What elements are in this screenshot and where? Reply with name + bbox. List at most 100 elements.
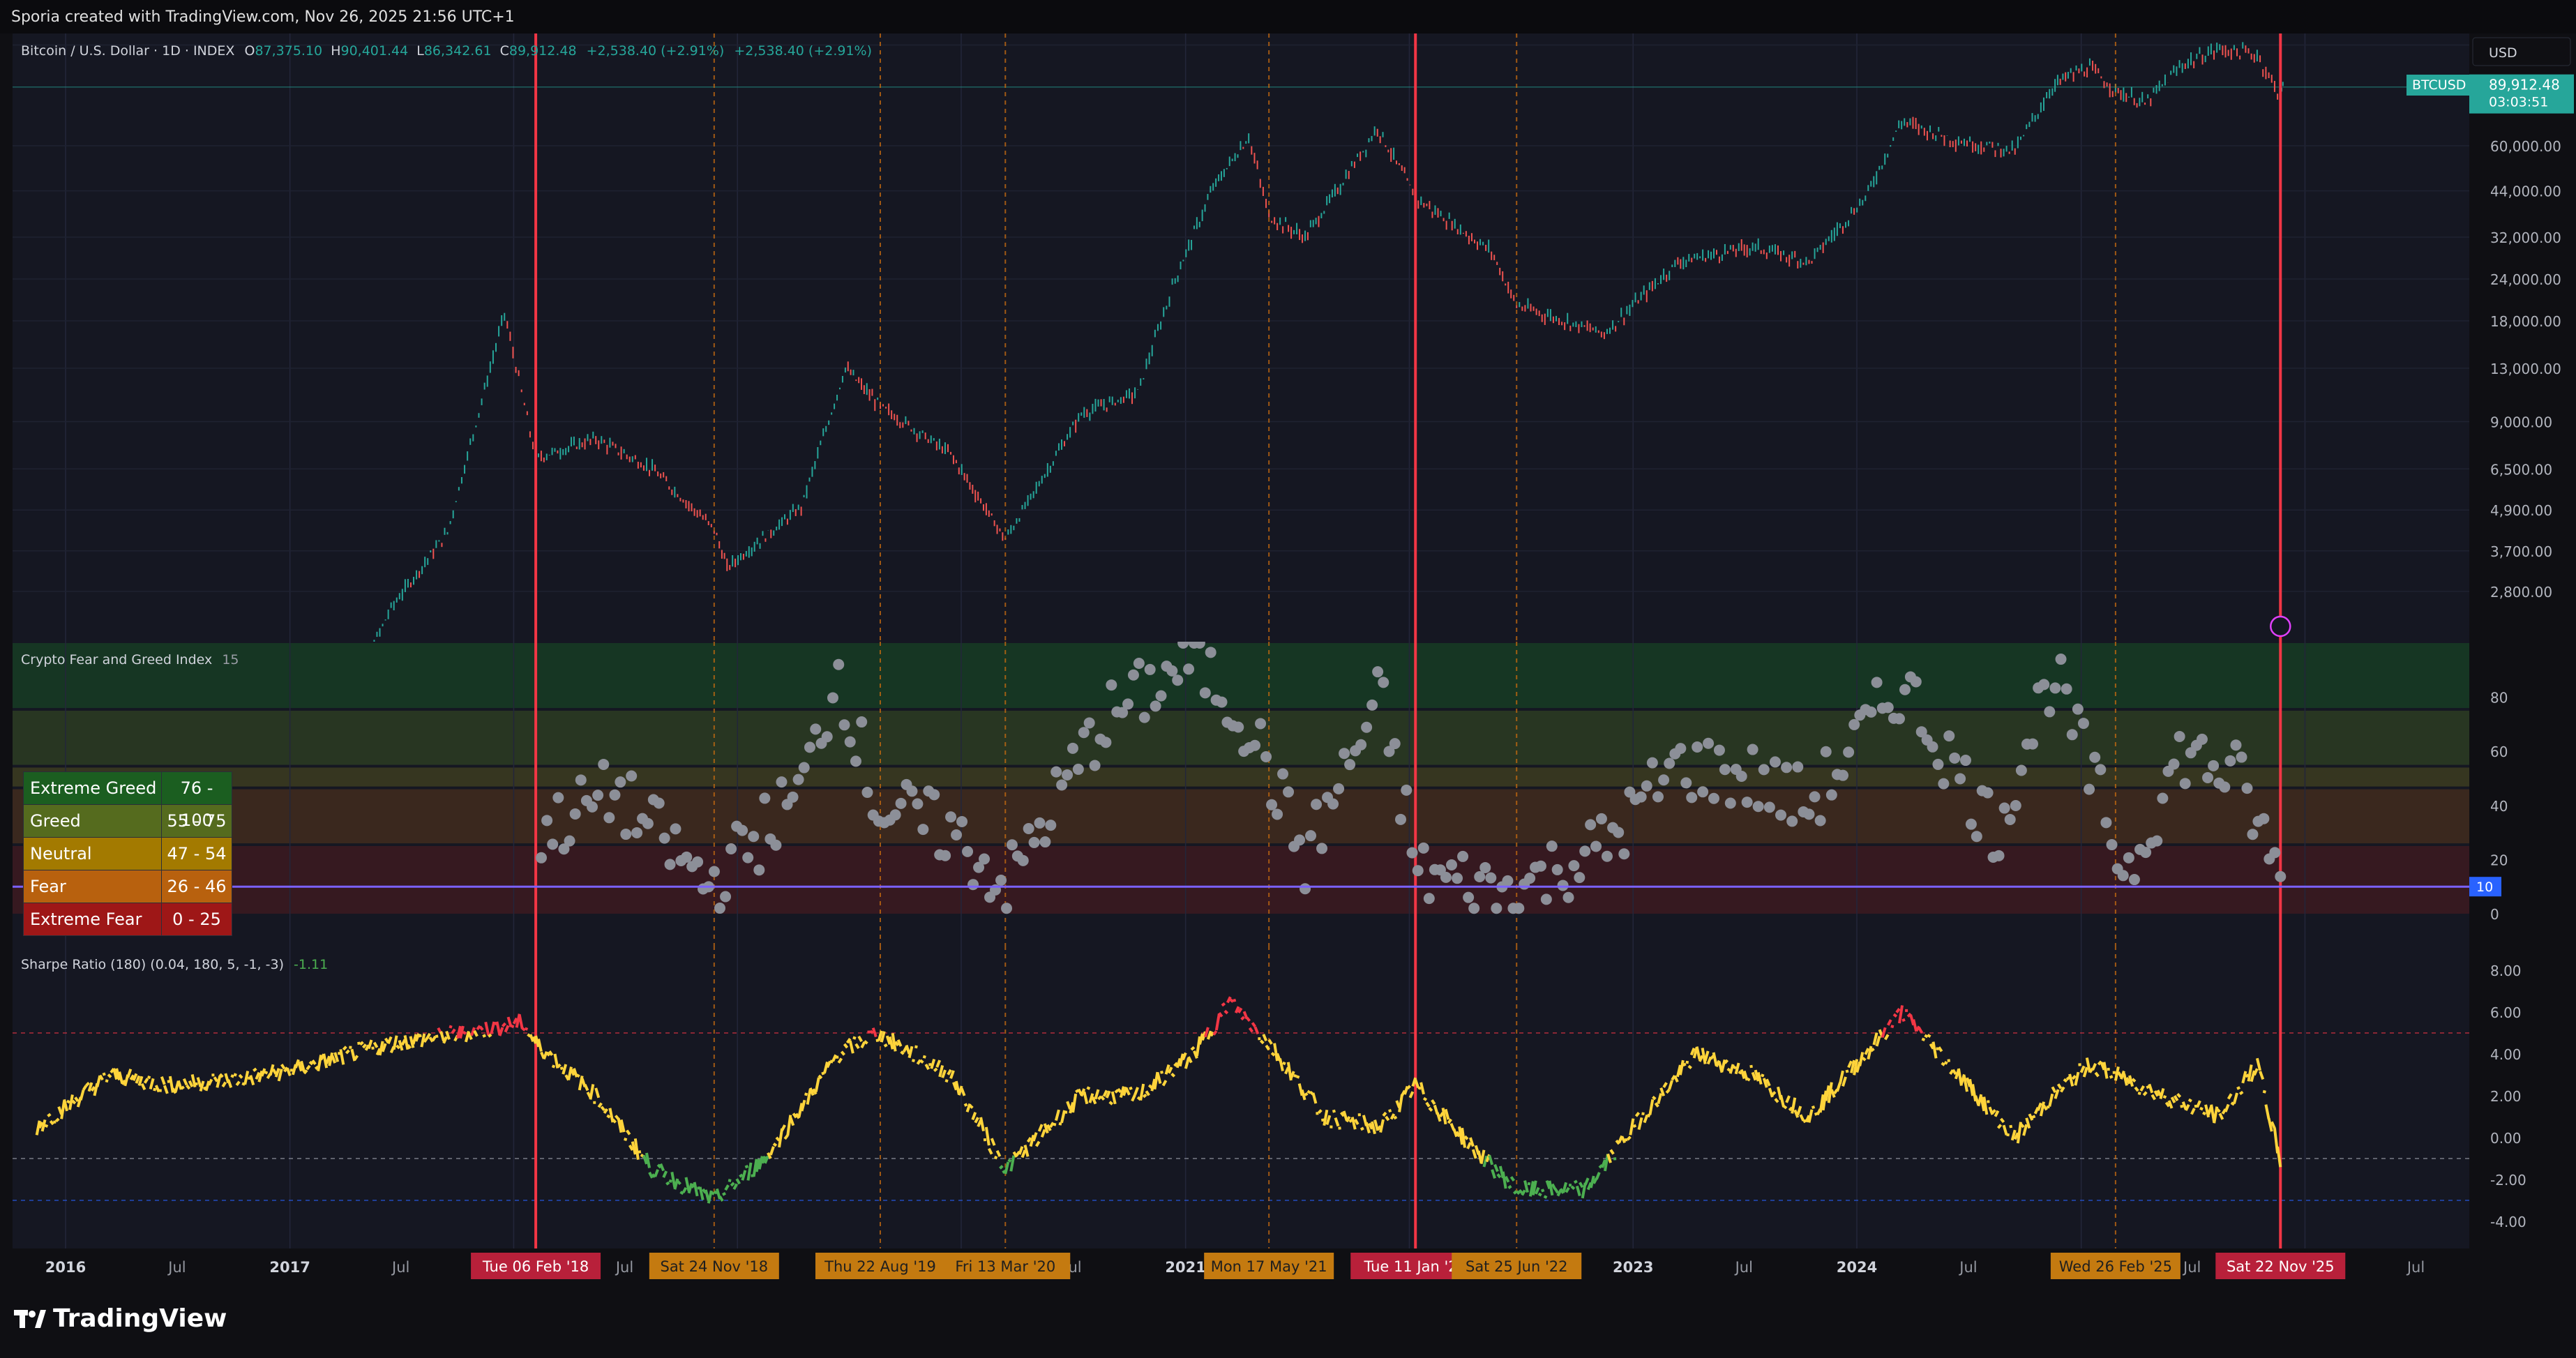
sharpe-segment [322, 1053, 329, 1069]
fg-point [821, 731, 833, 743]
sharpe-segment [2199, 1106, 2204, 1111]
sharpe-segment [974, 1117, 979, 1124]
sharpe-segment [1512, 1190, 1518, 1195]
time-tick-label: 2021 [1165, 1259, 1205, 1276]
sharpe-segment [896, 1039, 903, 1047]
sharpe-segment [147, 1076, 151, 1080]
fg-point [1943, 730, 1955, 742]
sharpe-segment [1080, 1088, 1086, 1097]
sharpe-segment [1251, 1022, 1257, 1028]
sharpe-segment [848, 1040, 854, 1054]
sharpe-segment [1523, 1180, 1529, 1193]
sharpe-segment [90, 1086, 96, 1092]
sharpe-segment [811, 1088, 818, 1095]
sharpe-segment [1122, 1087, 1128, 1096]
legend-row-neutral: Neutral 47 - 54 [24, 838, 232, 870]
sharpe-segment [1037, 1124, 1044, 1132]
fg-point [1305, 830, 1317, 842]
sharpe-segment [2071, 1075, 2077, 1080]
sharpe-segment [1246, 1016, 1251, 1023]
sharpe-segment [1389, 1113, 1396, 1120]
sharpe-segment [2102, 1062, 2109, 1079]
sharpe-segment [2259, 1071, 2265, 1080]
sharpe-segment [2215, 1108, 2221, 1113]
sharpe-segment [2028, 1113, 2034, 1121]
sharpe-segment [1167, 1066, 1173, 1074]
sharpe-segment [353, 1055, 359, 1061]
fg-point [1535, 860, 1546, 872]
sharpe-segment [260, 1068, 266, 1077]
fg-point [1485, 872, 1497, 884]
fg-point [956, 815, 968, 827]
sharpe-segment [1284, 1066, 1290, 1075]
sharpe-segment [1968, 1078, 1975, 1096]
sharpe-segment [999, 1165, 1004, 1170]
sharpe-segment [479, 1025, 484, 1031]
fg-point [1562, 891, 1574, 903]
fg-point [1993, 850, 2005, 861]
fg-point [575, 774, 587, 786]
sharpe-segment [1504, 1175, 1510, 1183]
fg-point [1775, 809, 1787, 821]
sharpe-segment [1170, 1072, 1176, 1078]
legend-name: Extreme Greed [24, 772, 162, 804]
sharpe-segment [880, 1031, 886, 1043]
sharpe-pane[interactable] [13, 946, 2469, 1248]
sharpe-segment [1980, 1096, 1986, 1112]
sharpe-segment [1046, 1124, 1052, 1131]
sharpe-segment [1325, 1115, 1332, 1126]
sharpe-segment [44, 1124, 49, 1128]
sharpe-segment [1675, 1064, 1682, 1078]
fg-point [598, 758, 610, 770]
sharpe-segment [659, 1163, 665, 1172]
sharpe-segment [1818, 1094, 1825, 1113]
currency-label: USD [2489, 45, 2517, 61]
sharpe-segment [778, 1128, 784, 1148]
legend-row-fear: Fear 26 - 46 [24, 870, 232, 903]
sharpe-segment [624, 1138, 628, 1142]
sharpe-segment [1178, 1053, 1184, 1067]
fg-point [1412, 865, 1424, 877]
sharpe-segment [1668, 1080, 1673, 1090]
sharpe-segment [2068, 1073, 2074, 1087]
sharpe-segment [837, 1057, 843, 1064]
sharpe-segment [1117, 1087, 1122, 1094]
sharpe-segment [1703, 1050, 1710, 1062]
price-pane[interactable] [13, 33, 2469, 642]
sharpe-segment [49, 1119, 54, 1126]
sharpe-segment [1754, 1069, 1760, 1082]
sharpe-segment [1422, 1096, 1428, 1101]
fg-point [1848, 718, 1860, 730]
sharpe-segment [1886, 1019, 1892, 1026]
tradingview-logo[interactable]: TradingView [14, 1304, 227, 1333]
fg-point [1513, 903, 1525, 914]
sharpe-segment [1086, 1086, 1091, 1090]
sharpe-segment [2227, 1093, 2233, 1100]
sharpe-segment [1053, 1122, 1057, 1126]
sharpe-segment [763, 1155, 769, 1164]
sharpe-segment [1060, 1110, 1066, 1124]
sharpe-segment [578, 1076, 584, 1091]
fg-value: 15 [222, 652, 239, 667]
time-axis[interactable]: 2016Jul2017JulJul2020Jul20212023Jul2024J… [13, 1248, 2469, 1283]
fg-point [967, 879, 979, 891]
sharpe-segment [1858, 1052, 1865, 1066]
sharpe-segment [1765, 1078, 1771, 1087]
sharpe-segment [1892, 1013, 1898, 1018]
fg-point [1083, 717, 1095, 729]
sharpe-segment [1966, 1077, 1971, 1087]
sharpe-segment [877, 1030, 883, 1041]
fg-point [1100, 737, 1112, 748]
sharpe-segment [919, 1059, 924, 1064]
sharpe-segment [1931, 1041, 1938, 1059]
fg-legend-table: Extreme Greed 76 - 100 Greed 55 - 75 Neutr… [23, 771, 232, 936]
fg-point [1524, 873, 1536, 884]
sharpe-segment [190, 1074, 197, 1088]
sharpe-segment [255, 1071, 261, 1080]
fg-pane[interactable] [13, 642, 2469, 946]
time-marker-tag [1452, 1253, 1582, 1279]
sharpe-segment [1054, 1109, 1060, 1122]
sharpe-segment [965, 1103, 972, 1112]
sharpe-segment [1936, 1047, 1939, 1050]
price-axis[interactable]: 120,000.0060,000.0044,000.0032,000.0024,… [2469, 33, 2576, 1248]
